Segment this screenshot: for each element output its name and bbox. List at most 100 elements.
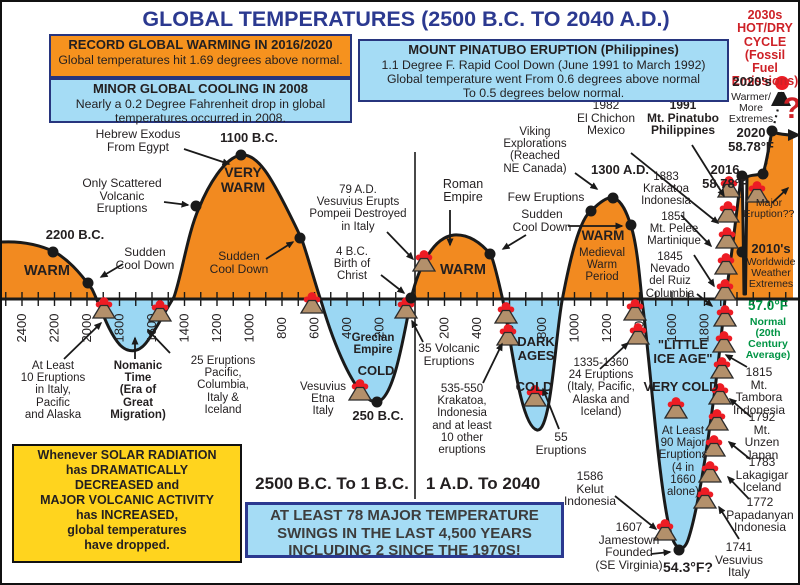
event-dot	[625, 219, 637, 231]
record-warming-box: RECORD GLOBAL WARMING IN 2016/2020 Globa…	[49, 34, 352, 78]
annotation-1783-lakagigar: 1783 Lakagigar Iceland	[735, 455, 789, 495]
tick-label: 2400	[14, 314, 29, 343]
annotation-roman-empire: Roman Empire	[442, 177, 484, 205]
annotation-2030s-hot-dry: 2030s HOT/DRY CYCLE (Fossil Fuel Emissio…	[731, 8, 799, 89]
annotation-very-cold: VERY COLD	[643, 379, 719, 394]
annotation-only-scattered: Only Scattered Volcanic Eruptions	[82, 176, 162, 216]
tick-label: 200	[437, 317, 452, 339]
tick-label: 800	[274, 317, 289, 339]
annotation-1815-tambora: 1815 Mt. Tambora Indonesia	[732, 365, 786, 418]
event-dot	[235, 149, 247, 161]
record-warming-heading: RECORD GLOBAL WARMING IN 2016/2020	[68, 37, 333, 52]
temperature-swings-box: AT LEAST 78 MAJOR TEMPERATURE SWINGS IN …	[245, 502, 564, 560]
timeline-axis	[2, 297, 798, 301]
event-dot	[371, 396, 383, 408]
annotation-few-eruptions: Few Eruptions	[507, 190, 585, 204]
pinatubo-box: MOUNT PINATUBO ERUPTION (Philippines) 1.…	[358, 39, 729, 102]
annotation-1851-mt-pelee: 1851 Mt. Pelee Martinique	[647, 211, 701, 248]
tick-label: 1200	[209, 314, 224, 343]
tick-label: 400	[469, 317, 484, 339]
tick-label: 1600	[664, 314, 679, 343]
annotation-2020-temp: 2020 58.78°F	[728, 125, 774, 154]
temperature-swings-note: AT LEAST 78 MAJOR TEMPERATURE SWINGS IN …	[270, 507, 539, 560]
record-warming-body: Global temperatures hit 1.69 degrees abo…	[58, 52, 343, 67]
annotation-warm-left: WARM	[24, 263, 70, 279]
annotation-dark-ages: DARK AGES	[517, 334, 555, 363]
tick-label: 400	[339, 317, 354, 339]
tick-label: 1000	[567, 314, 582, 343]
annotation-arrows	[63, 144, 790, 557]
annotation-cold-dark: COLD	[515, 379, 553, 394]
annotation-1607-jamestown: 1607 Jamestown Founded (SE Virginia)	[595, 520, 663, 573]
annotation-35-volcanic: 35 Volcanic Eruptions	[418, 341, 480, 368]
annotation-question-mark: ?	[782, 92, 800, 125]
annotation-1586-kelut: 1586 Kelut Indonesia	[563, 469, 617, 509]
event-dot	[585, 205, 597, 217]
solar-radiation-note-box: Whenever SOLAR RADIATION has DRAMATICALL…	[12, 444, 242, 563]
annotation-very-warm: VERY WARM	[220, 164, 266, 195]
annotation-grecian-empire: Grecian Empire	[351, 332, 395, 357]
annotation-10-eruptions: At Least 10 Eruptions in Italy, Pacific …	[20, 360, 86, 421]
minor-cooling-body: Nearly a 0.2 Degree Fahrenheit drop in g…	[75, 96, 326, 125]
tick-label: 1400	[177, 314, 192, 343]
annotation-hebrew-exodus: Hebrew Exodus From Egypt	[95, 127, 181, 154]
annotation-worldwide-weather: Worldwide Weather Extremes	[746, 256, 796, 291]
minor-cooling-box: MINOR GLOBAL COOLING IN 2008 Nearly a 0.…	[49, 78, 352, 125]
tick-label: 2000	[79, 314, 94, 343]
annotation-20th-century-average: Normal (20th Century Average)	[745, 316, 791, 362]
annotation-1792-unzen: 1792 Mt. Unzen Japan	[744, 410, 780, 463]
annotation-1991-pinatubo: 1991 Mt. Pinatubo Philippines	[647, 98, 719, 138]
tick-label: 1200	[599, 314, 614, 343]
tick-label: 1800	[112, 314, 127, 343]
event-dot	[47, 246, 59, 258]
event-dot	[607, 192, 619, 204]
annotation-535-550-krakatoa: 535-550 Krakatoa, Indonesia and at least…	[432, 383, 492, 456]
annotation-warm-roman: WARM	[440, 262, 486, 278]
event-dot	[294, 232, 306, 244]
annotation-54-3f: 54.3°F?	[663, 559, 713, 575]
annotation-little-ice-age: "LITTLE ICE AGE"	[653, 337, 713, 366]
page-title: GLOBAL TEMPERATURES (2500 B.C. TO 2040 A…	[142, 7, 670, 31]
tick-label: 2200	[47, 314, 62, 343]
minor-cooling-heading: MINOR GLOBAL COOLING IN 2008	[92, 81, 308, 96]
annotation-90-eruptions: At Least 90 Major Eruptions (4 in 1660 a…	[658, 425, 708, 498]
pinatubo-body: 1.1 Degree F. Rapid Cool Down (June 1991…	[381, 57, 706, 100]
event-dot	[405, 292, 417, 304]
event-dot	[190, 200, 202, 212]
ad-period-label: 1 A.D. To 2040	[425, 474, 541, 493]
annotation-57f-normal: 57.0°F	[748, 298, 788, 313]
annotation-250bc: 250 B.C.	[352, 408, 404, 423]
annotation-2016-temp: 2016 58.78°F	[702, 162, 748, 191]
annotation-25-eruptions: 25 Eruptions Pacific, Columbia, Italy & …	[190, 355, 256, 416]
annotation-vesuvius-79ad: 79 A.D. Vesuvius Erupts Pompeii Destroye…	[309, 184, 407, 233]
event-dot	[757, 168, 769, 180]
annotation-warmer-more-extremes: Warmer/ More Extremes	[728, 91, 774, 126]
future-eruption-dot	[775, 76, 789, 90]
event-dot	[673, 544, 685, 556]
annotation-major-eruption: Major Eruption??	[743, 197, 795, 221]
tick-label: 600	[307, 317, 322, 339]
axis-tick-labels: 2400 2200 2000 1800 1600 1400 1200 1000 …	[14, 314, 712, 343]
annotation-1772-papadanyan: 1772 Papadanyan Indonesia	[726, 495, 794, 535]
annotation-sudden-cool-1: Sudden Cool Down	[115, 245, 175, 272]
annotation-birth-of-christ: 4 B.C. Birth of Christ	[333, 246, 371, 283]
annotation-1982-el-chichon: 1982 El Chichon Mexico	[576, 98, 636, 138]
annotation-1845-nevado: 1845 Nevado del Ruiz Columbia	[645, 251, 695, 300]
annotation-medieval-warm-period: Medieval Warm Period	[578, 247, 626, 284]
tick-label: 200	[372, 317, 387, 339]
annotation-sudden-cool-2: Sudden Cool Down	[209, 249, 269, 276]
annotation-cold-grecian: COLD	[357, 363, 395, 378]
annotation-55-eruptions: 55 Eruptions	[535, 430, 587, 457]
annotation-warm-medieval: WARM	[581, 228, 625, 243]
solar-radiation-note: Whenever SOLAR RADIATION has DRAMATICALL…	[37, 448, 217, 552]
annotation-vesuvius-etna: Vesuvius Etna Italy	[299, 381, 347, 418]
bc-period-label: 2500 B.C. To 1 B.C.	[255, 474, 409, 493]
annotation-sudden-cool-3: Sudden Cool Down	[512, 207, 572, 234]
annotation-nomanic-time: Nomanic Time (Era of Great Migration)	[110, 360, 166, 421]
future-arrow-icon	[788, 129, 798, 141]
tick-label: 800	[534, 317, 549, 339]
event-dot	[82, 277, 94, 289]
event-dot	[484, 248, 496, 260]
